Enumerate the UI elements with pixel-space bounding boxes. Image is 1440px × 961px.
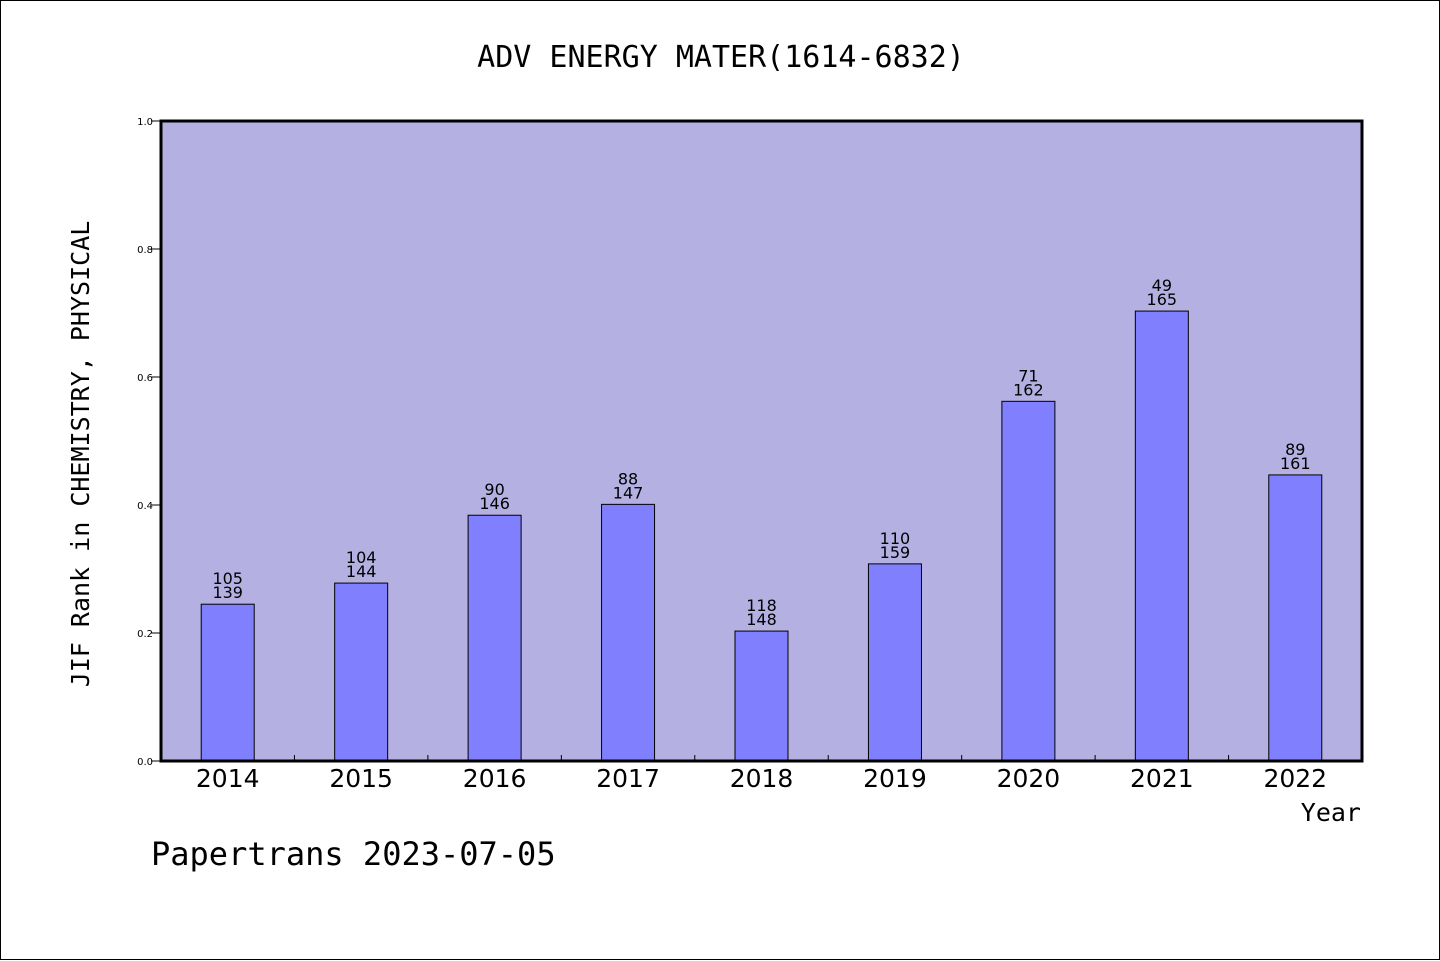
bar-2017 xyxy=(601,503,656,762)
axis-ticks: 2014 2015 2016 2017 2018 2019 2020 2021 2022 0.0 0… xyxy=(137,117,1327,793)
x-tick-label-2021: 2021 xyxy=(1130,764,1194,793)
bar-2016 xyxy=(467,514,522,762)
x-tick-label-2019: 2019 xyxy=(863,764,927,793)
y-tick-label: 0.0 xyxy=(137,757,153,768)
y-tick-label: 1.0 xyxy=(137,117,153,128)
data-label-total-2017: 147 xyxy=(613,483,644,502)
data-label-rank-2020: 71 xyxy=(1018,366,1038,385)
data-label-rank-2019: 110 xyxy=(880,529,911,548)
plot-border xyxy=(159,119,1364,763)
bar-2014 xyxy=(200,603,255,762)
data-label-total-2015: 144 xyxy=(346,562,377,581)
y-tick-label: 0.2 xyxy=(137,629,153,640)
data-label-total-2016: 146 xyxy=(479,494,510,513)
y-tick-label: 0.6 xyxy=(137,373,153,384)
x-axis-label: Year xyxy=(1301,798,1361,827)
data-label-total-2019: 159 xyxy=(880,543,911,562)
x-tick-label-2015: 2015 xyxy=(329,764,393,793)
bar-2019 xyxy=(867,563,922,762)
footer-watermark: Papertrans 2023-07-05 xyxy=(151,835,556,873)
data-label-rank-2021: 49 xyxy=(1152,276,1172,295)
y-tick-label: 0.4 xyxy=(137,501,153,512)
bar-2021 xyxy=(1134,310,1189,762)
bar-2020 xyxy=(1001,400,1056,762)
y-tick-label: 0.8 xyxy=(137,245,153,256)
x-tick-label-2020: 2020 xyxy=(997,764,1061,793)
data-label-rank-2022: 89 xyxy=(1285,440,1305,459)
x-tick-label-2016: 2016 xyxy=(463,764,527,793)
data-label-rank-2018: 118 xyxy=(746,596,777,615)
x-tick-label-2022: 2022 xyxy=(1263,764,1327,793)
bar-2018 xyxy=(734,630,789,762)
x-tick-label-2014: 2014 xyxy=(196,764,260,793)
bar-2022 xyxy=(1268,474,1323,762)
data-label-total-2020: 162 xyxy=(1013,380,1044,399)
data-label-total-2021: 165 xyxy=(1147,290,1178,309)
bar-2015 xyxy=(334,582,389,762)
x-tick-label-2018: 2018 xyxy=(730,764,794,793)
data-label-total-2014: 139 xyxy=(212,583,243,602)
data-label-rank-2017: 88 xyxy=(618,469,638,488)
y-axis-label: JIF Rank in CHEMISTRY, PHYSICAL xyxy=(66,221,95,688)
data-label-rank-2016: 90 xyxy=(484,480,504,499)
data-label-rank-2014: 105 xyxy=(212,569,243,588)
data-label-total-2022: 161 xyxy=(1280,454,1311,473)
chart-title: ADV ENERGY MATER(1614-6832) xyxy=(477,40,965,75)
x-tick-label-2017: 2017 xyxy=(596,764,660,793)
data-label-rank-2015: 104 xyxy=(346,548,377,567)
data-label-total-2018: 148 xyxy=(746,610,777,629)
